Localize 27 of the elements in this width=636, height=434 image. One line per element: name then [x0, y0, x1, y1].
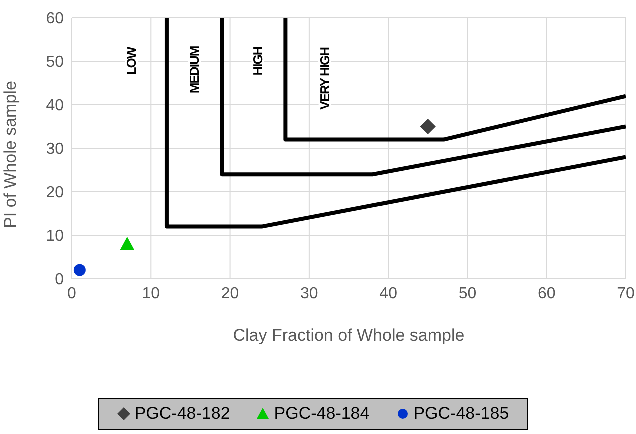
- legend-label: PGC-48-185: [414, 404, 510, 424]
- legend-label: PGC-48-184: [274, 404, 370, 424]
- x-tick-label: 40: [380, 285, 398, 302]
- x-tick-label: 10: [142, 285, 160, 302]
- y-tick-label: 50: [46, 54, 64, 72]
- annotation: VERY HIGH: [318, 47, 333, 110]
- y-tick-label: 60: [46, 10, 64, 28]
- annotation: MEDIUM: [187, 46, 202, 94]
- point: [74, 264, 86, 276]
- point: [420, 118, 436, 135]
- y-tick-label: 40: [46, 98, 64, 115]
- x-tick-label: 70: [617, 285, 635, 302]
- x-tick-label: 0: [68, 285, 77, 302]
- y-tick-label: 20: [46, 184, 64, 202]
- x-tick-label: 60: [538, 285, 556, 302]
- point: [120, 237, 135, 250]
- x-tick-label: 30: [300, 285, 318, 302]
- x-tick-label: 20: [221, 285, 240, 302]
- x-tick-label: 50: [458, 285, 477, 302]
- annotation: LOW: [124, 46, 139, 76]
- x-axis-title: Clay Fraction of Whole sample: [233, 326, 465, 346]
- y-axis-title: PI of Whole sample: [1, 81, 20, 228]
- y-tick-label: 0: [55, 272, 64, 289]
- y-tick-label: 30: [46, 141, 64, 158]
- annotation: HIGH: [250, 46, 266, 76]
- legend-label: PGC-48-182: [134, 404, 230, 424]
- y-tick-label: 10: [46, 228, 64, 246]
